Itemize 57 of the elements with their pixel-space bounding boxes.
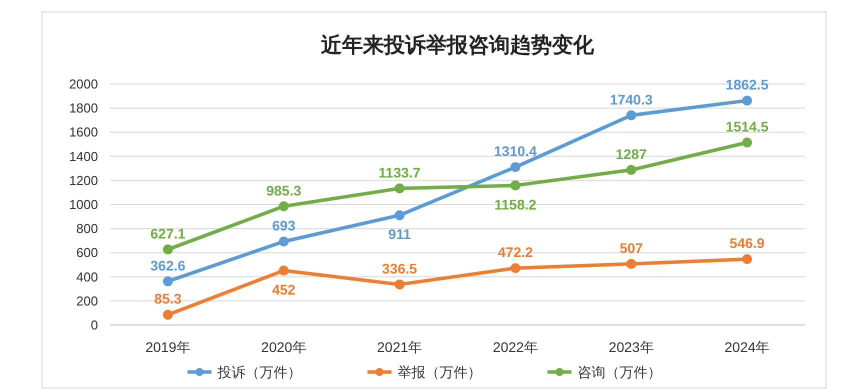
x-tick-label: 2019年: [145, 339, 190, 355]
legend-label: 举报（万件）: [398, 364, 482, 380]
point: [626, 258, 636, 269]
data-label: 1514.5: [726, 118, 769, 135]
y-tick-label: 2000: [69, 76, 98, 92]
point: [510, 263, 520, 274]
point: [394, 183, 405, 194]
y-tick-label: 1000: [69, 197, 98, 212]
chart-title: 近年来投诉举报咨询趋势变化: [320, 33, 595, 57]
point: [510, 180, 520, 190]
point: [510, 162, 520, 172]
point: [278, 266, 289, 276]
point: [162, 276, 173, 286]
point: [278, 236, 289, 246]
legend-label: 投诉（万件）: [216, 364, 302, 380]
point: [278, 201, 289, 212]
legend-label: 咨询（万件）: [578, 364, 662, 380]
y-tick-label: 1200: [69, 172, 98, 188]
point: [394, 279, 405, 290]
x-tick-label: 2024年: [724, 339, 770, 355]
data-label: 985.3: [266, 182, 302, 198]
point: [626, 110, 636, 120]
data-label: 1740.3: [610, 91, 653, 108]
x-tick-label: 2022年: [492, 339, 538, 355]
y-tick-label: 600: [76, 245, 98, 260]
data-label: 85.3: [154, 290, 182, 307]
data-label: 1862.5: [726, 76, 769, 93]
y-tick-label: 800: [76, 221, 98, 236]
y-tick-label: 200: [76, 293, 98, 308]
point: [742, 138, 752, 148]
data-label: 507: [620, 240, 644, 256]
data-label: 472.2: [498, 244, 534, 260]
y-tick-label: 1400: [69, 148, 98, 164]
data-label: 452: [272, 282, 296, 298]
data-label: 546.9: [730, 235, 765, 252]
data-label: 693: [272, 217, 296, 234]
data-label: 627.1: [150, 225, 186, 242]
data-label: 1133.7: [378, 164, 421, 180]
point: [162, 244, 173, 254]
point: [742, 254, 752, 264]
point: [394, 210, 405, 220]
y-tick-label: 1800: [69, 100, 98, 116]
x-tick-label: 2023年: [608, 339, 654, 355]
data-label: 1287: [616, 146, 648, 162]
point: [162, 310, 173, 320]
data-label: 1310.4: [494, 143, 538, 160]
x-tick-label: 2020年: [261, 339, 306, 355]
point: [626, 164, 636, 175]
y-tick-label: 0: [90, 318, 98, 332]
y-tick-label: 400: [76, 269, 98, 284]
data-label: 362.6: [150, 257, 186, 274]
point: [742, 96, 752, 106]
data-label: 1158.2: [494, 196, 537, 212]
data-label: 911: [388, 226, 412, 242]
data-label: 336.5: [382, 260, 418, 276]
x-tick-label: 2021年: [377, 339, 422, 355]
y-tick-label: 1600: [69, 124, 98, 140]
